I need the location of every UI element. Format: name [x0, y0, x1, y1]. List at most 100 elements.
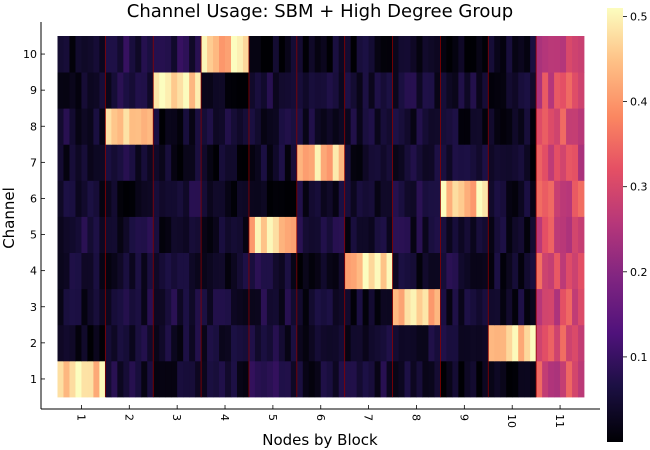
- cell-block-8-channel-7: [392, 144, 441, 181]
- cell-block-7-channel-3: [344, 288, 393, 326]
- cell-block-9-channel-2: [440, 324, 489, 362]
- cell-block-4-channel-1: [201, 360, 250, 398]
- block-separators: [104, 36, 537, 397]
- cell-block-5-channel-6: [248, 180, 298, 217]
- cell-block-1-channel-3: [57, 288, 106, 326]
- cell-block-3-channel-2: [153, 324, 202, 362]
- y-tick-label: 1: [30, 373, 37, 386]
- cell-block-9-channel-8: [440, 108, 489, 145]
- cell-block-5-channel-7: [248, 144, 298, 181]
- colorbar-tick-label: 0.5: [630, 11, 648, 24]
- cell-block-6-channel-3: [296, 288, 346, 326]
- cell-block-3-channel-7: [153, 144, 202, 181]
- cell-block-11-channel-2: [536, 324, 585, 362]
- cell-block-11-channel-9: [536, 72, 585, 109]
- cell-block-9-channel-3: [440, 288, 489, 326]
- x-tick-label: 2: [122, 414, 135, 421]
- cell-block-1-channel-6: [57, 180, 106, 217]
- x-axis-label: Nodes by Block: [262, 431, 378, 449]
- cell-block-8-channel-1: [392, 360, 441, 398]
- cell-block-3-channel-10: [153, 36, 202, 73]
- cell-block-1-channel-7: [57, 144, 106, 181]
- x-tick-label: 10: [505, 414, 518, 428]
- chart-title: Channel Usage: SBM + High Degree Group: [127, 1, 513, 22]
- cell-block-7-channel-2: [344, 324, 393, 362]
- cell-block-2-channel-10: [105, 36, 154, 73]
- cell-block-11-channel-4: [536, 252, 585, 290]
- cell-block-8-channel-3: [392, 288, 441, 326]
- cell-block-4-channel-10: [201, 36, 250, 73]
- cell-block-1-channel-10: [57, 36, 106, 73]
- y-axis-label: Channel: [0, 187, 18, 249]
- cell-block-1-channel-9: [57, 72, 106, 109]
- y-tick-label: 4: [30, 265, 37, 278]
- cell-block-10-channel-10: [488, 36, 537, 73]
- cell-block-6-channel-6: [296, 180, 346, 217]
- cell-block-8-channel-8: [392, 108, 441, 145]
- cell-block-3-channel-9: [153, 72, 202, 109]
- cell-block-3-channel-8: [153, 108, 202, 145]
- cell-block-5-channel-1: [248, 360, 298, 398]
- cell-block-7-channel-1: [344, 360, 393, 398]
- cell-block-2-channel-1: [105, 360, 154, 398]
- cell-block-1-channel-1: [57, 360, 106, 398]
- cell-block-6-channel-10: [296, 36, 346, 73]
- cell-block-7-channel-9: [344, 72, 393, 109]
- colorbar-tick-label: 0.3: [630, 181, 648, 194]
- colorbar-tick-labels: 0.1 0.2 0.3 0.4 0.5: [623, 11, 648, 364]
- cell-block-3-channel-6: [153, 180, 202, 217]
- cell-block-4-channel-3: [201, 288, 250, 326]
- cell-block-1-channel-2: [57, 324, 106, 362]
- cell-block-2-channel-7: [105, 144, 154, 181]
- cell-block-4-channel-7: [201, 144, 250, 181]
- cell-block-3-channel-4: [153, 252, 202, 290]
- x-tick-labels: 1 2 3 4 5 6 7 8 9 10 11: [74, 405, 566, 428]
- cell-block-6-channel-8: [296, 108, 346, 145]
- cell-block-11-channel-5: [536, 216, 585, 253]
- cell-block-9-channel-10: [440, 36, 489, 73]
- y-tick-label: 7: [30, 156, 37, 169]
- cell-block-4-channel-5: [201, 216, 250, 253]
- cell-block-3-channel-1: [153, 360, 202, 398]
- cell-block-7-channel-8: [344, 108, 393, 145]
- y-tick-label: 6: [30, 192, 37, 205]
- cell-block-9-channel-6: [440, 180, 489, 217]
- x-tick-label: 1: [74, 414, 87, 421]
- colorbar-tick-label: 0.4: [630, 96, 648, 109]
- cell-block-2-channel-6: [105, 180, 154, 217]
- heatmap-cells: [57, 36, 585, 398]
- y-tick-label: 10: [23, 48, 37, 61]
- colorbar-tick-label: 0.1: [630, 351, 648, 364]
- x-tick-label: 3: [170, 414, 183, 421]
- x-tick-label: 11: [553, 414, 566, 428]
- cell-block-10-channel-4: [488, 252, 537, 290]
- cell-block-5-channel-4: [248, 252, 298, 290]
- cell-block-10-channel-7: [488, 144, 537, 181]
- cell-block-10-channel-8: [488, 108, 537, 145]
- cell-block-2-channel-8: [105, 108, 154, 145]
- cell-block-6-channel-7: [296, 144, 346, 181]
- cell-block-6-channel-2: [296, 324, 346, 362]
- cell-block-7-channel-5: [344, 216, 393, 253]
- cell-block-8-channel-2: [392, 324, 441, 362]
- x-tick-label: 7: [362, 414, 375, 421]
- cell-block-2-channel-4: [105, 252, 154, 290]
- colorbar-gradient: [607, 8, 623, 442]
- cell-block-9-channel-7: [440, 144, 489, 181]
- cell-block-10-channel-9: [488, 72, 537, 109]
- cell-block-4-channel-2: [201, 324, 250, 362]
- cell-block-1-channel-5: [57, 216, 106, 253]
- x-tick-label: 6: [314, 414, 327, 421]
- cell-block-7-channel-10: [344, 36, 393, 73]
- cell-block-5-channel-10: [248, 36, 298, 73]
- cell-block-11-channel-1: [536, 360, 585, 398]
- cell-block-9-channel-5: [440, 216, 489, 253]
- cell-block-7-channel-6: [344, 180, 393, 217]
- y-tick-label: 2: [30, 337, 37, 350]
- cell-block-10-channel-2: [488, 324, 537, 362]
- cell-block-1-channel-4: [57, 252, 106, 290]
- cell-block-7-channel-4: [344, 252, 393, 290]
- cell-block-10-channel-6: [488, 180, 537, 217]
- cell-block-11-channel-8: [536, 108, 585, 145]
- cell-block-2-channel-5: [105, 216, 154, 253]
